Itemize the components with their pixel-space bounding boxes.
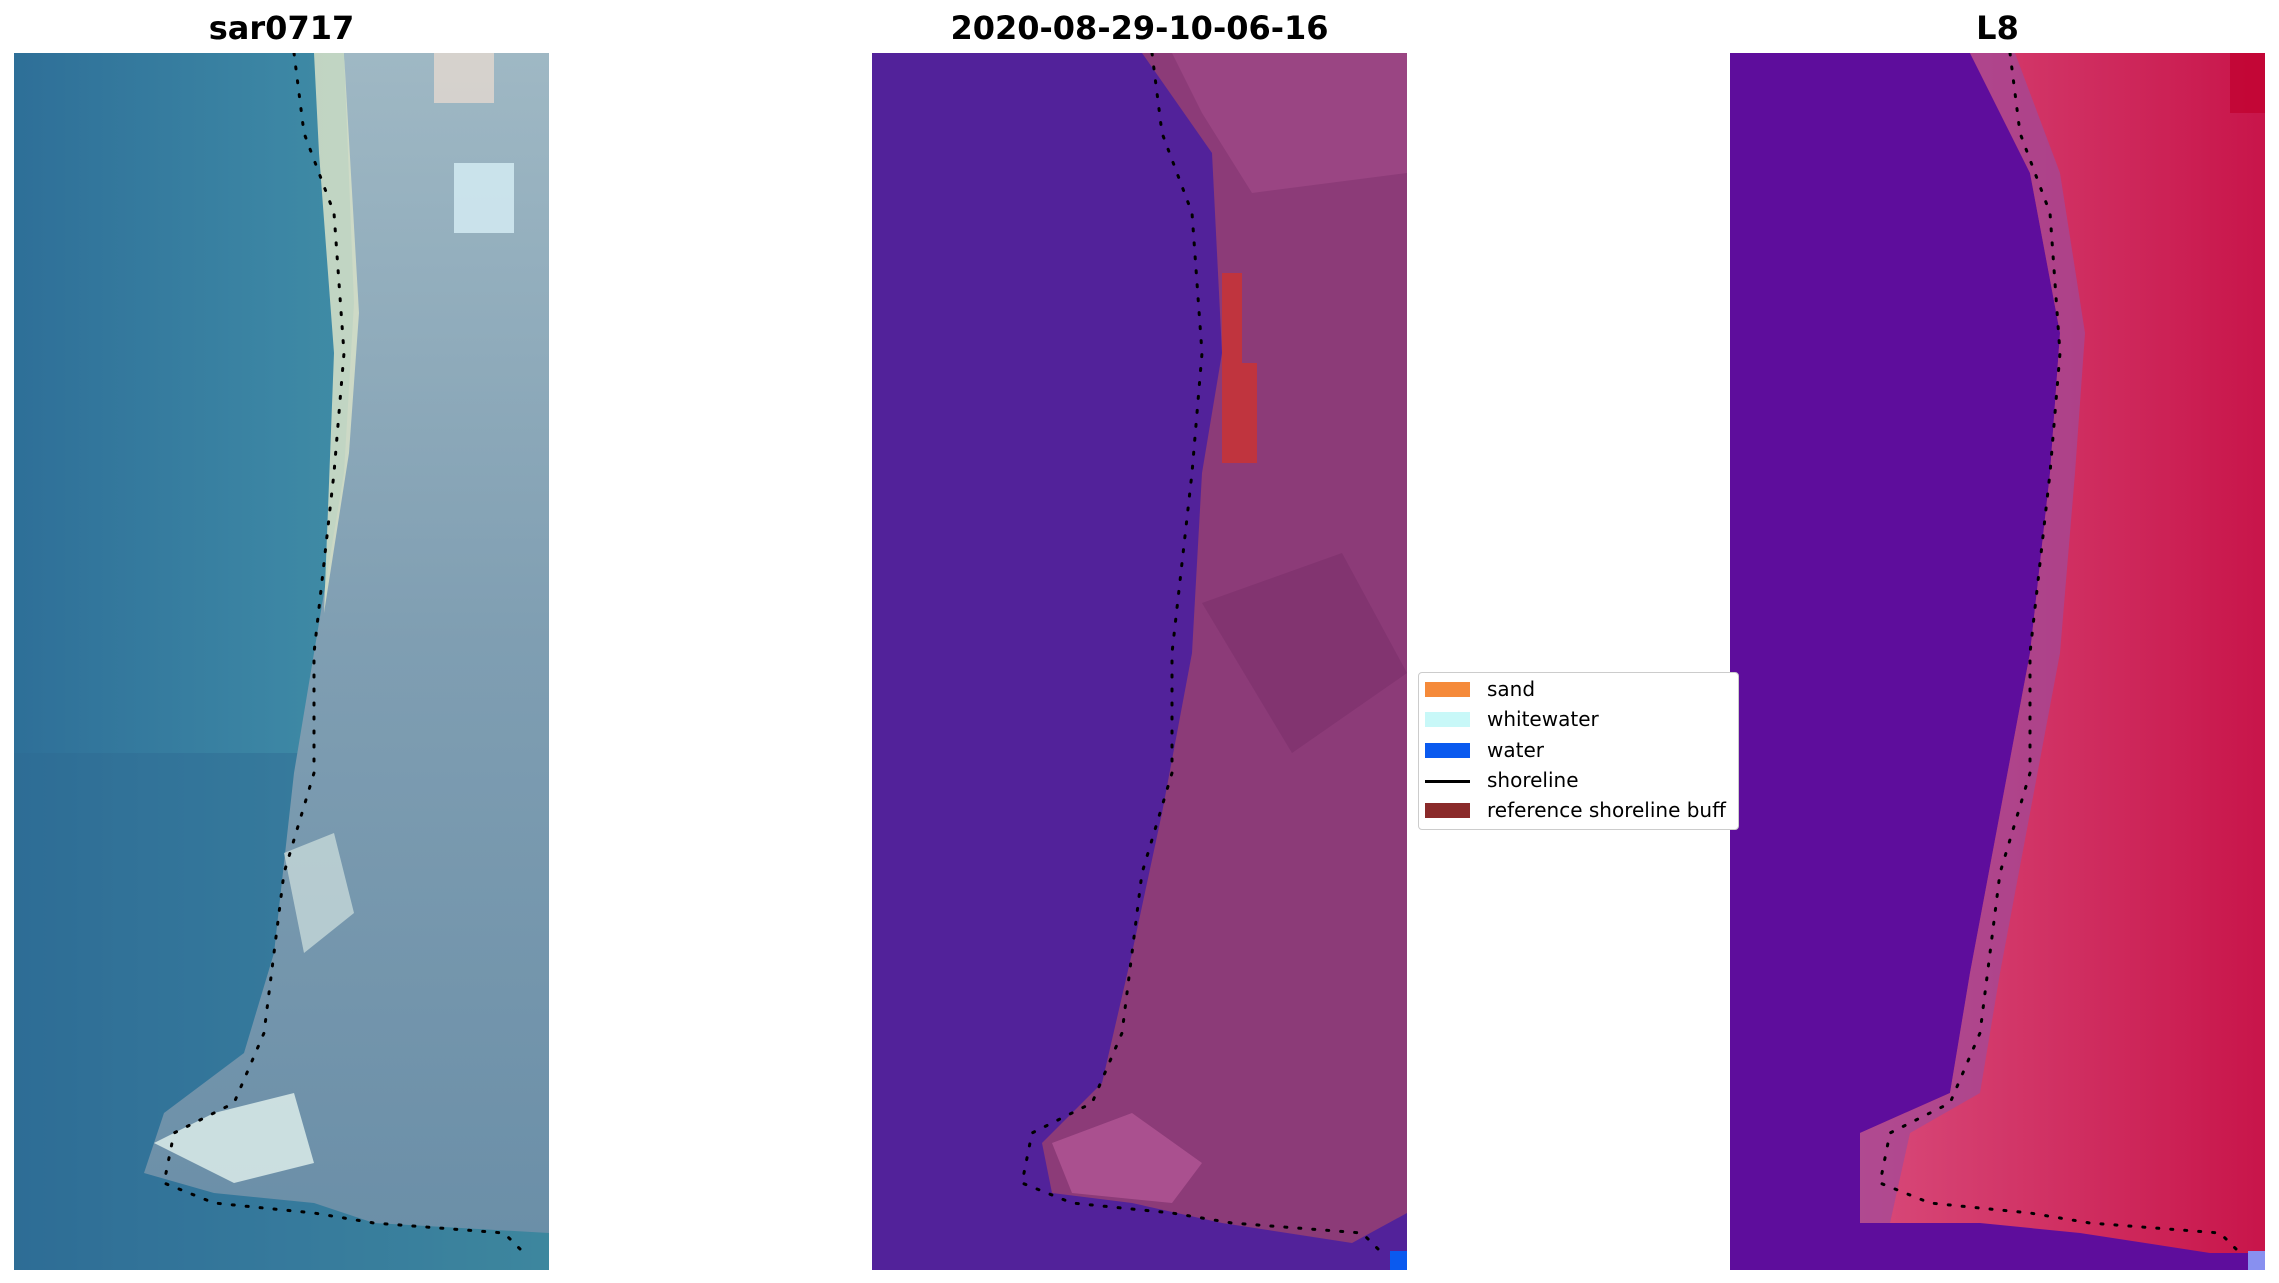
shoreline-line-swatch: [1425, 780, 1470, 783]
legend-label: whitewater: [1487, 707, 1599, 731]
legend-item-shoreline: shoreline: [1419, 766, 1740, 794]
water-swatch: [1425, 743, 1470, 758]
legend-label: water: [1487, 738, 1544, 762]
legend: sand whitewater water shoreline referenc…: [1418, 672, 1739, 830]
legend-item-sand: sand: [1419, 675, 1740, 703]
true-color-image: [14, 53, 549, 1270]
legend-item-whitewater: whitewater: [1419, 705, 1740, 733]
l8-image: [1730, 53, 2265, 1270]
legend-label: shoreline: [1487, 768, 1579, 792]
panel-title-l8: L8: [1976, 9, 2019, 47]
legend-label: reference shoreline buff: [1487, 798, 1726, 822]
panel-title-date: 2020-08-29-10-06-16: [950, 9, 1329, 47]
sand-swatch: [1425, 682, 1470, 697]
panel-title-sar0717: sar0717: [208, 9, 355, 47]
legend-item-water: water: [1419, 736, 1740, 764]
true-color-image-panel: [14, 53, 549, 1270]
whitewater-swatch: [1425, 712, 1470, 727]
legend-label: sand: [1487, 677, 1536, 701]
classified-image: [872, 53, 1407, 1270]
classified-image-panel: [872, 53, 1407, 1270]
reference-buffer-swatch: [1425, 803, 1470, 818]
legend-item-reference-shoreline-buffer: reference shoreline buff: [1419, 796, 1740, 824]
l8-image-panel: [1730, 53, 2265, 1270]
